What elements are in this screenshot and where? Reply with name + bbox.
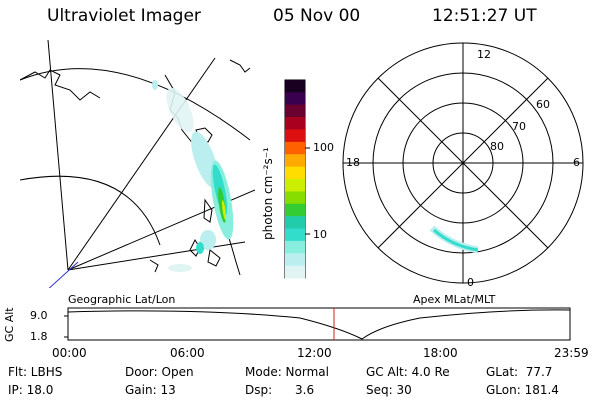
aurora-emission xyxy=(152,80,234,272)
param-gcalt: GC Alt: 4.0 Re xyxy=(366,365,450,379)
meridian-line xyxy=(47,40,69,271)
orbit-plot xyxy=(64,307,571,341)
param-seq: Seq: 30 xyxy=(366,383,412,397)
colorbar-cell xyxy=(285,92,305,106)
polar-grid xyxy=(342,42,584,284)
colorbar-cell xyxy=(285,166,305,180)
island xyxy=(207,249,221,267)
colorbar-cell xyxy=(285,104,305,118)
orbit-xtick: 12:00 xyxy=(297,346,332,360)
meridian-line xyxy=(67,57,216,271)
mlt-label-6: 6 xyxy=(573,156,580,169)
mlt-label-18: 18 xyxy=(346,156,360,169)
time-label: 12:51:27 UT xyxy=(432,6,537,26)
orbit-xtick: 06:00 xyxy=(170,346,205,360)
orbit-ymin: 1.8 xyxy=(30,330,48,343)
colorbar-tick-100: 100 xyxy=(313,141,334,154)
orbit-xtick: 23:59 xyxy=(554,346,589,360)
colorbar-cell xyxy=(285,240,305,254)
latitude-circle xyxy=(20,175,161,246)
param-filter: Flt: LBHS xyxy=(8,365,63,379)
colorbar-cell xyxy=(285,129,305,143)
colorbar-cell xyxy=(285,117,305,130)
island xyxy=(203,198,213,223)
terminator-line xyxy=(48,261,79,288)
param-door: Door: Open xyxy=(125,365,194,379)
colorbar-cell xyxy=(285,228,305,242)
orbit-xtick: 18:00 xyxy=(423,346,458,360)
instrument-title: Ultraviolet Imager xyxy=(47,6,201,26)
colorbar-label: photon cm⁻²s⁻¹ xyxy=(261,147,275,240)
colorbar-scale xyxy=(285,80,305,279)
meridian-line xyxy=(67,241,246,271)
colorbar-cell xyxy=(285,141,305,155)
param-glat: GLat: 77.7 xyxy=(486,365,553,379)
coastline xyxy=(149,259,159,273)
mlt-label-0: 0 xyxy=(467,276,474,289)
polar-aurora xyxy=(429,225,479,254)
param-dsp: Dsp: 3.6 xyxy=(245,383,315,397)
geographic-label: Geographic Lat/Lon xyxy=(68,293,176,306)
param-glon: GLon: 181.4 xyxy=(486,383,559,397)
date-label: 05 Nov 00 xyxy=(273,6,361,26)
orbit-ymax: 9.0 xyxy=(30,309,48,322)
param-ip: IP: 18.0 xyxy=(8,383,54,397)
lat-label-70: 70 xyxy=(512,120,526,133)
colorbar-cell xyxy=(285,253,305,267)
colorbar-cell xyxy=(285,179,305,192)
param-gain: Gain: 13 xyxy=(125,383,176,397)
colorbar-cell xyxy=(285,191,305,205)
colorbar-cell xyxy=(285,154,305,168)
apex-label: Apex MLat/MLT xyxy=(413,293,496,306)
colorbar-tick-10: 10 xyxy=(313,228,327,241)
latitude-line xyxy=(20,68,251,141)
lat-label-60: 60 xyxy=(536,98,550,111)
orbit-ylabel: GC Alt xyxy=(3,307,16,342)
colorbar-cell xyxy=(285,265,305,279)
coastline xyxy=(229,59,251,73)
colorbar-cell xyxy=(285,216,305,229)
colorbar-cell xyxy=(285,203,305,217)
coastline xyxy=(20,69,101,101)
mlt-label-12: 12 xyxy=(477,48,491,61)
lat-label-80: 80 xyxy=(490,140,504,153)
param-mode: Mode: Normal xyxy=(245,365,329,379)
orbit-xtick: 00:00 xyxy=(52,346,87,360)
colorbar-cell xyxy=(285,80,305,93)
